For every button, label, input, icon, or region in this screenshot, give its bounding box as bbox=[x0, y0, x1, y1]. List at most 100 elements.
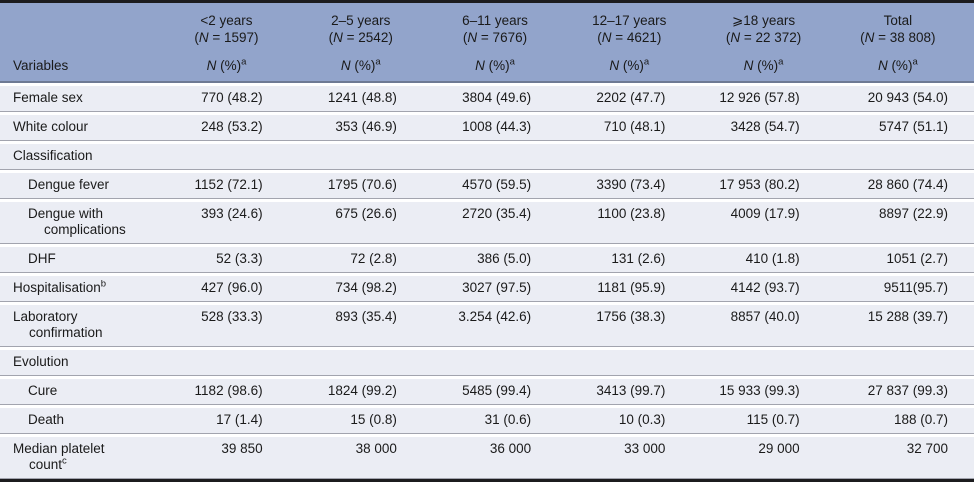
value-cell: 33 000 bbox=[571, 434, 706, 479]
value-cell: 15 933 (99.3) bbox=[705, 376, 840, 405]
row-label-line: complications bbox=[44, 222, 126, 237]
value-cell: 1008 (44.3) bbox=[436, 112, 572, 141]
value-cell: 5747 (51.1) bbox=[839, 112, 974, 141]
value-cell: 32 700 bbox=[839, 434, 974, 479]
value-cell: 3390 (73.4) bbox=[571, 170, 706, 199]
value-cell: 9511(95.7) bbox=[839, 273, 974, 302]
column-range-label: Total bbox=[883, 13, 913, 28]
value-cell bbox=[705, 347, 840, 376]
value-cell: 8857 (40.0) bbox=[705, 302, 840, 347]
column-header: ⩾18 years (N = 22 372) N (%)a bbox=[705, 3, 840, 83]
table-row: Death 17 (1.4) 15 (0.8) 31 (0.6) 10 (0.3) 115… bbox=[0, 405, 974, 434]
value-cell: 115 (0.7) bbox=[705, 405, 840, 434]
value-cell: 248 (53.2) bbox=[168, 112, 303, 141]
table-row: Cure 1182 (98.6) 1824 (99.2) 5485 (99.4) 341… bbox=[0, 376, 974, 405]
value-cell: 675 (26.6) bbox=[302, 199, 437, 244]
value-cell: 8897 (22.9) bbox=[839, 199, 974, 244]
value-cell bbox=[302, 141, 437, 170]
value-cell: 4009 (17.9) bbox=[705, 199, 840, 244]
row-label-cell: Classification bbox=[0, 141, 169, 170]
column-header-stack: 2–5 years (N = 2542) N (%)a bbox=[303, 3, 437, 81]
column-range-label: 12–17 years bbox=[592, 13, 667, 28]
column-header: Total (N = 38 808) N (%)a bbox=[839, 3, 974, 83]
column-n-label: (N = 7676) bbox=[462, 30, 528, 45]
value-cell: 1241 (48.8) bbox=[302, 83, 437, 112]
value-cell: 3413 (99.7) bbox=[571, 376, 706, 405]
row-label-line: countc bbox=[29, 455, 67, 472]
variables-label: Variables bbox=[13, 58, 69, 73]
value-cell: 1152 (72.1) bbox=[168, 170, 303, 199]
row-label-cell: Female sex bbox=[0, 83, 169, 112]
value-cell bbox=[302, 347, 437, 376]
value-cell: 3428 (54.7) bbox=[705, 112, 840, 141]
value-cell: 427 (96.0) bbox=[168, 273, 303, 302]
value-cell: 2720 (35.4) bbox=[436, 199, 572, 244]
column-header: 2–5 years (N = 2542) N (%)a bbox=[302, 3, 437, 83]
table-row: Hospitalisationb 427 (96.0) 734 (98.2) 3027… bbox=[0, 273, 974, 302]
age-group-table: Variables <2 years (N = 1597) N (%)a 2–5 ye… bbox=[0, 3, 974, 479]
row-label-cell: Hospitalisationb bbox=[0, 273, 169, 302]
value-cell: 893 (35.4) bbox=[302, 302, 437, 347]
column-npct-label: N (%)a bbox=[340, 56, 381, 73]
column-header: <2 years (N = 1597) N (%)a bbox=[168, 3, 303, 83]
column-npct-label: N (%)a bbox=[877, 56, 918, 73]
table-header: Variables <2 years (N = 1597) N (%)a 2–5 ye… bbox=[0, 3, 974, 83]
column-header: 12–17 years (N = 4621) N (%)a bbox=[571, 3, 706, 83]
table-row: Dengue with complications 393 (24.6) 675 (2… bbox=[0, 199, 974, 244]
value-cell: 770 (48.2) bbox=[168, 83, 303, 112]
row-label-cell: DHF bbox=[0, 244, 169, 273]
value-cell: 29 000 bbox=[705, 434, 840, 479]
value-cell: 1051 (2.7) bbox=[839, 244, 974, 273]
column-n-label: (N = 1597) bbox=[194, 30, 259, 45]
value-cell: 1100 (23.8) bbox=[571, 199, 706, 244]
value-cell: 31 (0.6) bbox=[436, 405, 572, 434]
row-label-line: Evolution bbox=[13, 354, 69, 369]
row-label-cell: Median platelet countc bbox=[0, 434, 169, 479]
column-npct-label: N (%)a bbox=[475, 56, 515, 73]
row-label-line: Cure bbox=[28, 383, 58, 398]
table-row: Dengue fever 1152 (72.1) 1795 (70.6) 4570 (… bbox=[0, 170, 974, 199]
row-label-cell: Dengue with complications bbox=[0, 199, 169, 244]
row-label-cell: Death bbox=[0, 405, 169, 434]
value-cell: 39 850 bbox=[168, 434, 303, 479]
value-cell: 734 (98.2) bbox=[302, 273, 437, 302]
table-row: DHF 52 (3.3) 72 (2.8) 386 (5.0) 131 (2.6) 410… bbox=[0, 244, 974, 273]
value-cell bbox=[839, 141, 974, 170]
row-label-line: Female sex bbox=[13, 90, 83, 105]
row-label-cell: Evolution bbox=[0, 347, 169, 376]
value-cell: 188 (0.7) bbox=[839, 405, 974, 434]
row-label-line: Median platelet bbox=[13, 441, 105, 456]
value-cell: 38 000 bbox=[302, 434, 437, 479]
section-row: Classification bbox=[0, 141, 974, 170]
header-row: Variables <2 years (N = 1597) N (%)a 2–5 ye… bbox=[0, 3, 974, 83]
table-row: White colour 248 (53.2) 353 (46.9) 1008 (44… bbox=[0, 112, 974, 141]
value-cell: 4142 (93.7) bbox=[705, 273, 840, 302]
row-label-line: White colour bbox=[13, 119, 89, 134]
column-npct-label: N (%)a bbox=[206, 56, 247, 73]
value-cell: 17 953 (80.2) bbox=[705, 170, 840, 199]
column-n-label: (N = 2542) bbox=[328, 30, 393, 45]
value-cell: 710 (48.1) bbox=[571, 112, 706, 141]
table-row: Median platelet countc 39 850 38 000 36 000 3… bbox=[0, 434, 974, 479]
value-cell: 1182 (98.6) bbox=[168, 376, 303, 405]
variables-header-cell: Variables bbox=[0, 3, 169, 83]
value-cell: 393 (24.6) bbox=[168, 199, 303, 244]
row-label-cell: Dengue fever bbox=[0, 170, 169, 199]
value-cell: 3027 (97.5) bbox=[436, 273, 572, 302]
column-header-stack: ⩾18 years (N = 22 372) N (%)a bbox=[705, 3, 839, 81]
value-cell bbox=[839, 347, 974, 376]
value-cell: 386 (5.0) bbox=[436, 244, 572, 273]
row-label-line: Laboratory bbox=[13, 309, 78, 324]
row-label-line: Dengue fever bbox=[28, 177, 110, 192]
value-cell: 27 837 (99.3) bbox=[839, 376, 974, 405]
value-cell: 2202 (47.7) bbox=[571, 83, 706, 112]
row-label-cell: Cure bbox=[0, 376, 169, 405]
value-cell: 3.254 (42.6) bbox=[436, 302, 572, 347]
value-cell bbox=[705, 141, 840, 170]
table-row: Laboratory confirmation 528 (33.3) 893 (35.… bbox=[0, 302, 974, 347]
value-cell: 36 000 bbox=[436, 434, 572, 479]
value-cell: 52 (3.3) bbox=[168, 244, 303, 273]
column-header-stack: 6–11 years (N = 7676) N (%)a bbox=[437, 3, 571, 81]
row-label-line: Hospitalisationb bbox=[13, 278, 107, 295]
column-header-stack: Total (N = 38 808) N (%)a bbox=[840, 3, 974, 81]
